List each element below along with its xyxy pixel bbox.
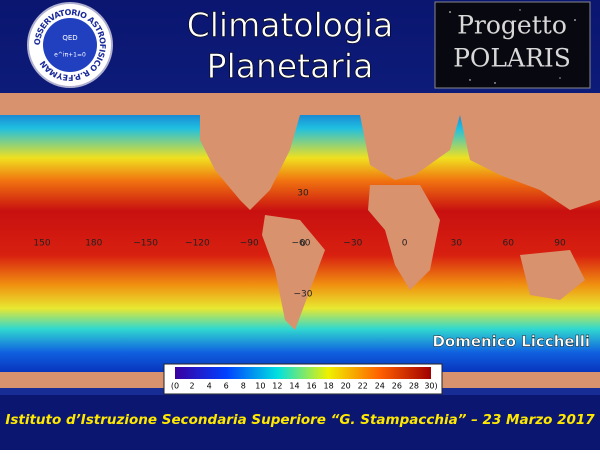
author: Domenico Licchelli — [432, 333, 590, 351]
logo-center: QED — [62, 34, 77, 42]
longitude-label: 150 — [33, 239, 50, 249]
colorbar-label: 6 — [224, 382, 229, 391]
badge-line: POLARIS — [453, 44, 571, 73]
colorbar-label: 22 — [358, 382, 368, 391]
land — [0, 93, 600, 388]
latitude-label: 30 — [297, 189, 309, 199]
colorbar-label: 8 — [241, 382, 246, 391]
title-line: Climatologia — [187, 6, 394, 45]
longitude-label: −60 — [292, 239, 311, 249]
footer-band — [0, 395, 600, 450]
title-line: Planetaria — [207, 47, 374, 86]
colorbar-label: 18 — [324, 382, 334, 391]
colorbar-label: 10 — [255, 382, 265, 391]
longitude-label: 90 — [554, 239, 566, 249]
footer: Istituto d’Istruzione Secondaria Superio… — [5, 412, 595, 428]
colorbar-label: 4 — [207, 382, 212, 391]
logo-core — [43, 18, 97, 72]
colorbar — [175, 367, 431, 379]
colorbar-labels: (0 2 4 6 8 10 12 14 16 18 20 22 24 26 28 30) — [171, 382, 438, 391]
longitude-label: −150 — [133, 239, 158, 249]
longitude-label: 30 — [451, 239, 463, 249]
longitude-label: 0 — [402, 239, 408, 249]
logo: OSSERVATORIO ASTROFISICO R.P.FEYMAN QED … — [27, 2, 113, 88]
sst-map: 150 180 −150 −120 −90 −60 −30 0 30 60 90 30 0 −30 — [0, 93, 600, 388]
badge-line: Progetto — [457, 11, 567, 40]
badge — [434, 1, 591, 89]
colorbar-label: 12 — [272, 382, 282, 391]
longitude-label: −120 — [185, 239, 210, 249]
colorbar-label: 16 — [306, 382, 316, 391]
colorbar-label: (0 — [171, 382, 179, 391]
colorbar-label: 28 — [409, 382, 419, 391]
colorbar-label: 20 — [341, 382, 351, 391]
longitude-label: 180 — [85, 239, 102, 249]
longitude-label: −30 — [343, 239, 362, 249]
logo-formula: e^iπ+1=0 — [54, 52, 86, 59]
longitude-label: −90 — [240, 239, 259, 249]
longitude-label: 60 — [502, 239, 514, 249]
colorbar-label: 30) — [424, 382, 437, 391]
stars — [449, 9, 576, 84]
latitude-labels: 30 0 −30 — [294, 189, 313, 300]
latitude-label: −30 — [294, 290, 313, 300]
colorbar-label: 24 — [375, 382, 385, 391]
longitude-labels: 150 180 −150 −120 −90 −60 −30 0 30 60 90 — [33, 239, 566, 249]
colorbar-label: 14 — [289, 382, 299, 391]
colorbar-label: 26 — [392, 382, 402, 391]
latitude-label: 0 — [300, 239, 306, 249]
colorbar-label: 2 — [190, 382, 195, 391]
